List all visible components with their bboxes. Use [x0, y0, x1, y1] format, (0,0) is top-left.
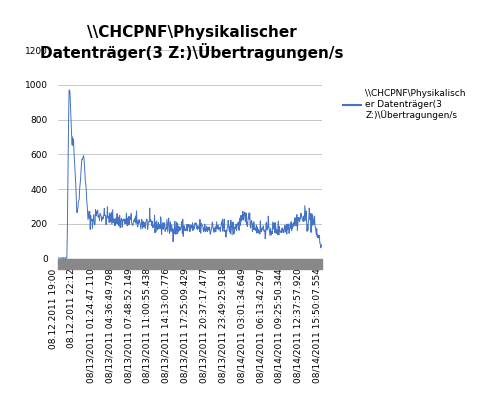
Legend: \\CHCPNF\Physikalisch
er Datenträger(3
Z:)\Übertragungen/s: \\CHCPNF\Physikalisch er Datenträger(3 Z… — [339, 86, 469, 124]
Bar — [58, 259, 322, 269]
Text: \\CHCPNF\Physikalischer
Datenträger(3 Z:)\Übertragungen/s: \\CHCPNF\Physikalischer Datenträger(3 Z:… — [40, 25, 344, 61]
